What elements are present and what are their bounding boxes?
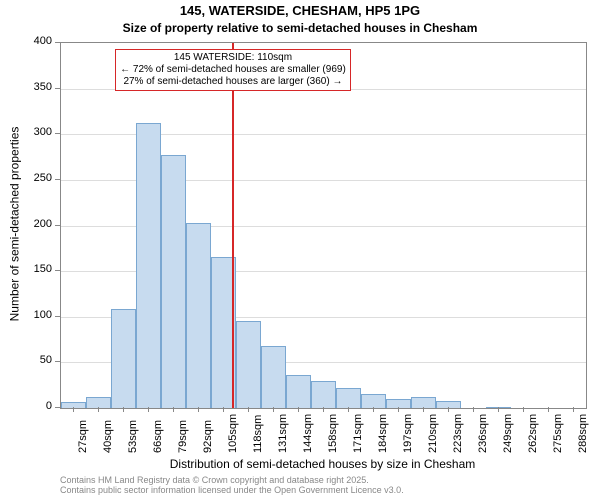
x-tick [298,407,299,412]
x-tick-label: 223sqm [452,414,464,453]
bar [311,381,336,408]
bar [236,321,261,408]
x-tick-label: 197sqm [402,414,414,453]
y-tick [55,361,60,362]
x-tick [123,407,124,412]
x-tick [573,407,574,412]
bar [286,375,311,408]
chart-title-main: 145, WATERSIDE, CHESHAM, HP5 1PG [0,3,600,18]
x-tick [223,407,224,412]
x-tick [423,407,424,412]
y-tick [55,42,60,43]
y-tick-label: 250 [12,172,52,184]
bar [386,399,411,408]
y-tick [55,316,60,317]
bar [486,407,511,408]
chart-footer: Contains HM Land Registry data © Crown c… [60,475,404,496]
plot-area: 145 WATERSIDE: 110sqm← 72% of semi-detac… [60,42,587,409]
x-tick [273,407,274,412]
x-tick [323,407,324,412]
chart-title-sub: Size of property relative to semi-detach… [0,21,600,35]
footer-line2: Contains public sector information licen… [60,485,404,495]
bar [186,223,211,408]
x-tick-label: 158sqm [327,414,339,453]
y-tick [55,133,60,134]
y-tick [55,270,60,271]
bar [136,123,161,408]
annotation-line2: ← 72% of semi-detached houses are smalle… [120,64,346,76]
x-tick [173,407,174,412]
x-tick [373,407,374,412]
footer-line1: Contains HM Land Registry data © Crown c… [60,475,404,485]
annotation-line3: 27% of semi-detached houses are larger (… [120,76,346,88]
y-tick-label: 200 [12,218,52,230]
annotation-line1: 145 WATERSIDE: 110sqm [120,52,346,64]
x-tick [398,407,399,412]
x-tick-label: 92sqm [202,420,214,453]
y-tick [55,88,60,89]
bar [336,388,361,408]
x-tick [448,407,449,412]
x-tick-label: 131sqm [277,414,289,453]
x-tick [148,407,149,412]
x-tick [248,407,249,412]
y-tick-label: 350 [12,81,52,93]
bar [61,402,86,408]
x-tick-label: 53sqm [127,420,139,453]
bar [361,394,386,408]
x-tick-label: 236sqm [477,414,489,453]
bar [261,346,286,408]
x-tick [473,407,474,412]
x-tick-label: 27sqm [77,420,89,453]
x-tick-label: 210sqm [427,414,439,453]
bar [111,309,136,408]
x-tick [348,407,349,412]
x-tick-label: 118sqm [252,415,264,453]
x-tick-label: 288sqm [577,414,589,453]
x-tick-label: 40sqm [102,420,114,453]
x-tick [73,407,74,412]
y-tick [55,407,60,408]
y-tick-label: 300 [12,126,52,138]
y-tick [55,179,60,180]
x-tick-label: 184sqm [377,414,389,453]
y-tick-label: 400 [12,35,52,47]
x-tick [498,407,499,412]
x-tick-label: 144sqm [302,414,314,453]
bar [161,155,186,408]
x-tick-label: 79sqm [177,420,189,453]
bar [436,401,461,408]
x-tick-label: 171sqm [352,414,364,453]
y-tick [55,225,60,226]
annotation-box: 145 WATERSIDE: 110sqm← 72% of semi-detac… [115,49,351,91]
x-tick-label: 105sqm [227,414,239,453]
x-tick-label: 66sqm [152,420,164,453]
x-axis-label: Distribution of semi-detached houses by … [60,457,585,471]
x-tick-label: 249sqm [502,414,514,453]
x-tick-label: 262sqm [527,414,539,453]
y-tick-label: 100 [12,309,52,321]
y-tick-label: 50 [12,354,52,366]
x-tick-label: 275sqm [552,414,564,453]
bar [411,397,436,408]
x-tick [523,407,524,412]
bar [86,397,111,408]
x-tick [548,407,549,412]
y-tick-label: 150 [12,263,52,275]
x-tick [198,407,199,412]
x-tick [98,407,99,412]
y-tick-label: 0 [12,400,52,412]
reference-line [232,43,234,408]
